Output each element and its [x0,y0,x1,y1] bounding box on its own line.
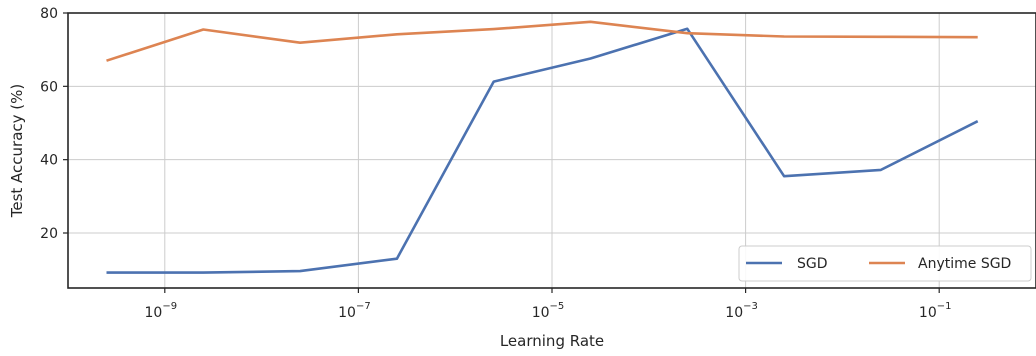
x-tick-label: 10−7 [338,301,371,321]
x-tick-label: 10−3 [725,301,758,321]
x-tick-label: 10−9 [145,301,178,321]
y-tick-label: 80 [40,6,58,22]
y-tick-label: 40 [40,153,58,169]
y-axis-label: Test Accuracy (%) [8,84,26,219]
series-line-1 [106,20,978,62]
series-lines [106,20,979,274]
x-tick-label: 10−5 [532,301,565,321]
legend: SGD Anytime SGD [738,245,1032,282]
y-tick-label: 60 [40,79,58,95]
legend-label: Anytime SGD [918,256,1011,272]
x-tick-label: 10−1 [919,301,952,321]
legend-label: SGD [797,256,828,272]
x-axis-label: Learning Rate [500,332,604,350]
y-tick-label: 20 [40,226,58,242]
series-line-0 [106,27,979,274]
